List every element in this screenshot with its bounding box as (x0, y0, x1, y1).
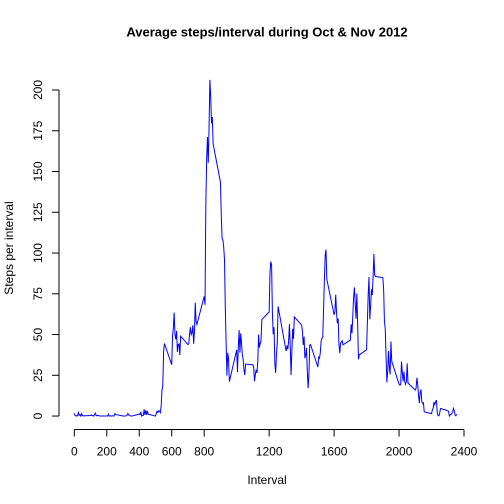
y-axis-label: Steps per interval (2, 201, 16, 294)
y-tick-label: 125 (31, 202, 45, 222)
x-tick-label: 1600 (321, 445, 348, 459)
chart-title: Average steps/interval during Oct & Nov … (126, 24, 407, 39)
x-tick-label: 1200 (256, 445, 283, 459)
y-tick-label: 25 (31, 368, 45, 382)
x-tick-label: 2400 (451, 445, 478, 459)
x-tick-label: 600 (162, 445, 182, 459)
y-tick-label: 0 (31, 412, 45, 419)
y-tick-label: 75 (31, 287, 45, 301)
x-tick-label: 800 (194, 445, 214, 459)
x-tick-label: 400 (129, 445, 149, 459)
y-tick-label: 50 (31, 328, 45, 342)
x-tick-label: 0 (71, 445, 78, 459)
x-axis-label: Interval (247, 473, 286, 487)
data-line (73, 79, 458, 418)
y-tick-label: 200 (31, 80, 45, 100)
y-tick-label: 100 (31, 243, 45, 263)
x-tick-label: 2000 (386, 445, 413, 459)
x-tick-label: 200 (97, 445, 117, 459)
y-tick-label: 150 (31, 161, 45, 181)
y-tick-label: 175 (31, 120, 45, 140)
